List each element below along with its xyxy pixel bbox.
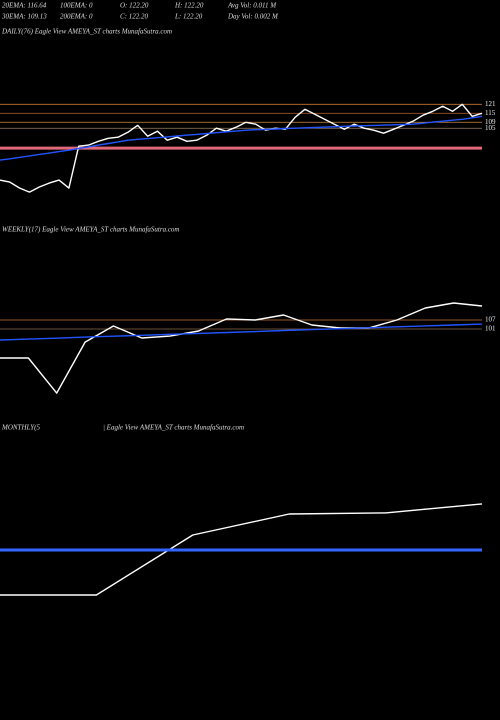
level-label: 105 (485, 124, 496, 132)
price-line (0, 302, 483, 394)
header-stat: O: 122.20 (120, 2, 149, 10)
panel-subtitle: | Eagle View AMEYA_ST charts MunafaSutra… (103, 424, 244, 432)
level-label: 109 (485, 118, 496, 126)
ema-line (0, 115, 483, 161)
header-stat: 100EMA: 0 (60, 2, 93, 10)
ema-line (0, 323, 483, 341)
level-label: 115 (485, 109, 496, 117)
header-stat: 200EMA: 0 (60, 13, 93, 21)
panel-title: MONTHLY(5 (1, 424, 40, 432)
panel-title: DAILY(76) Eagle View AMEYA_ST charts Mun… (1, 28, 172, 36)
price-line (0, 503, 483, 596)
level-label: 101 (485, 325, 496, 333)
panel-title: WEEKLY(17) Eagle View AMEYA_ST charts Mu… (2, 226, 179, 234)
header-stat: L: 122.20 (174, 13, 203, 21)
header-stat: 30EMA: 109.13 (1, 13, 47, 21)
header-stat: C: 122.20 (120, 13, 149, 21)
header-stat: Avg Vol: 0.011 M (227, 2, 277, 10)
price-line (0, 103, 483, 193)
level-label: 107 (485, 316, 496, 324)
header-stat: Day Vol: 0.002 M (227, 13, 279, 21)
header-stat: 20EMA: 116.64 (2, 2, 47, 10)
level-label: 121 (485, 100, 496, 108)
header-stat: H: 122.20 (174, 2, 204, 10)
